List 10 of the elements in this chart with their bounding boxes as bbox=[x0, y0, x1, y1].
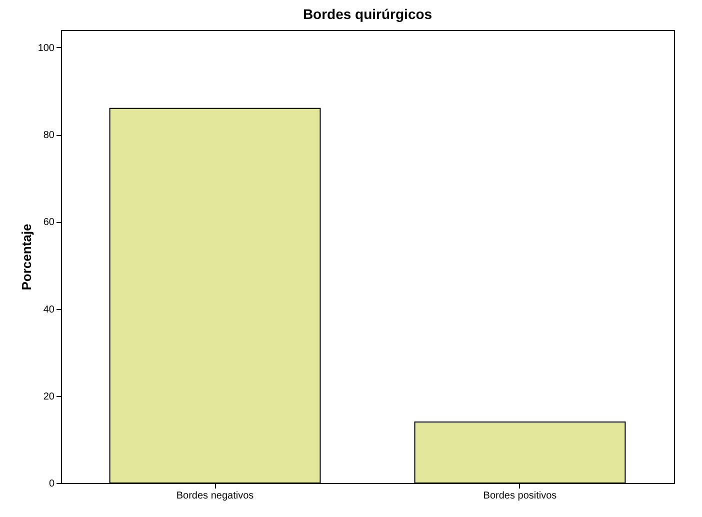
y-tick-label: 80 bbox=[43, 130, 55, 142]
y-tick-label: 60 bbox=[43, 217, 55, 228]
x-tick-label: Bordes positivos bbox=[483, 490, 557, 502]
y-tick-label: 40 bbox=[43, 304, 55, 316]
y-tick-label: 20 bbox=[43, 391, 55, 402]
x-tick-label: Bordes negativos bbox=[176, 490, 254, 502]
y-tick-label: 0 bbox=[48, 478, 55, 490]
y-axis-title: Porcentaje bbox=[18, 224, 34, 290]
y-tick-label: 100 bbox=[38, 42, 55, 54]
chart-title: Bordes quirúrgicos bbox=[302, 6, 432, 22]
